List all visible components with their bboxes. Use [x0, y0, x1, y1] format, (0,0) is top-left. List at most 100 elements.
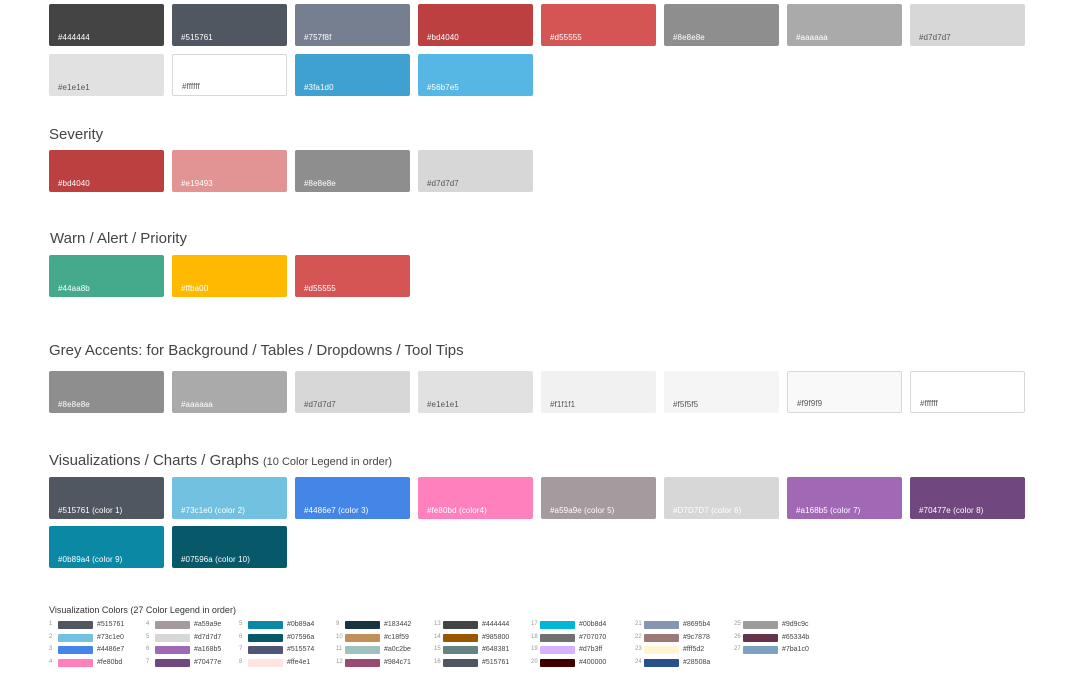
legend-hex-label: #707070: [579, 633, 607, 641]
legend-item-number: 11: [336, 646, 343, 653]
color-swatch: #515761 (color 1): [49, 477, 164, 519]
swatch-hex-label: #d55555: [304, 284, 336, 293]
legend-27-title: Visualization Colors (27 Color Legend in…: [49, 605, 236, 615]
color-swatch: #444444: [49, 4, 164, 46]
legend-hex-label: #07596a: [287, 633, 315, 641]
legend-color-chip: [540, 633, 575, 642]
legend-color-chip: [58, 659, 93, 668]
viz-subtitle: (10 Color Legend in order): [263, 456, 393, 468]
viz-swatch-row-2: #0b89a4 (color 9) #07596a (color 10): [49, 526, 287, 568]
swatch-hex-label: #aaaaaa: [181, 400, 213, 409]
legend-hex-label: #65334b: [782, 633, 810, 641]
swatch-hex-label: #D7D7D7 (color 6): [673, 506, 742, 515]
legend-hex-label: #c18f59: [384, 633, 409, 641]
legend-item-number: 8: [239, 659, 243, 666]
legend-color-chip: [248, 621, 283, 629]
color-swatch: #f1f1f1: [541, 371, 656, 413]
legend-color-chip: [644, 633, 679, 642]
swatch-hex-label: #56b7e5: [427, 83, 459, 92]
legend-hex-label: #0b89a4: [287, 621, 315, 628]
color-swatch: #0b89a4 (color 9): [49, 526, 164, 568]
color-swatch: #f9f9f9: [787, 371, 902, 413]
legend-item-number: 7: [146, 659, 150, 666]
color-swatch: #e1e1e1: [418, 371, 533, 413]
legend-item-number: 25: [734, 621, 741, 627]
legend-hex-label: #a59a9e: [194, 621, 222, 628]
legend-color-chip: [58, 633, 93, 642]
color-swatch: #e1e1e1: [49, 54, 164, 96]
legend-hex-label: #8695b4: [683, 621, 711, 628]
legend-item-number: 4: [49, 659, 53, 666]
legend-hex-label: #984c71: [384, 659, 411, 667]
swatch-hex-label: #aaaaaa: [796, 33, 828, 42]
color-swatch: #D7D7D7 (color 6): [664, 477, 779, 519]
legend-color-chip: [443, 633, 478, 642]
legend-color-chip: [540, 621, 575, 629]
swatch-hex-label: #f1f1f1: [550, 400, 576, 409]
legend-item-number: 13: [434, 621, 441, 627]
color-swatch: #aaaaaa: [172, 371, 287, 413]
legend-item-number: 24: [635, 659, 642, 666]
legend-hex-label: #a168b5: [194, 646, 222, 654]
legend-color-chip: [248, 646, 283, 655]
swatch-hex-label: #d7d7d7: [304, 400, 336, 409]
legend-item-number: 27: [734, 646, 741, 653]
legend-item-number: 5: [146, 633, 150, 640]
swatch-hex-label: #ffffff: [920, 399, 938, 408]
swatch-hex-label: #8e8e8e: [304, 179, 336, 188]
color-swatch: #70477e (color 8): [910, 477, 1025, 519]
swatch-hex-label: #bd4040: [427, 33, 459, 42]
swatch-hex-label: #f5f5f5: [673, 400, 699, 409]
swatch-hex-label: #e1e1e1: [427, 400, 459, 409]
legend-item-number: 1: [49, 621, 53, 627]
legend-item-number: 14: [434, 633, 441, 640]
color-swatch: #515761: [172, 4, 287, 46]
legend-item-number: 6: [239, 633, 243, 640]
color-swatch: #a168b5 (color 7): [787, 477, 902, 519]
swatch-hex-label: #515761: [181, 33, 213, 42]
swatch-hex-label: #73c1e0 (color 2): [181, 506, 245, 515]
grey-accents-title: Grey Accents: for Background / Tables / …: [49, 342, 464, 359]
legend-item-number: 26: [734, 633, 741, 640]
warn-title: Warn / Alert / Priority: [50, 230, 187, 247]
color-swatch: #ffba00: [172, 255, 287, 297]
legend-item-number: 19: [531, 646, 538, 653]
color-swatch: #44aa8b: [49, 255, 164, 297]
color-swatch: #8e8e8e: [664, 4, 779, 46]
swatch-hex-label: #8e8e8e: [58, 400, 90, 409]
legend-hex-label: #d7b3ff: [579, 646, 603, 654]
swatch-hex-label: #0b89a4 (color 9): [58, 555, 123, 564]
legend-item-number: 20: [531, 659, 538, 666]
legend-item-number: 16: [434, 659, 441, 666]
palette-row-1: #444444 #515761 #757f8f #bd4040 #d55555 #8e8e…: [49, 4, 1025, 46]
legend-color-chip: [540, 659, 575, 668]
color-swatch: #bd4040: [418, 4, 533, 46]
legend-hex-label: #70477e: [194, 659, 222, 667]
legend-color-chip: [443, 621, 478, 629]
legend-hex-label: #400000: [579, 659, 607, 667]
color-swatch: #56b7e5: [418, 54, 533, 96]
legend-hex-label: #73c1e0: [97, 633, 124, 641]
legend-item-number: 12: [336, 659, 343, 666]
legend-hex-label: #444444: [482, 621, 510, 628]
swatch-hex-label: #44aa8b: [58, 284, 90, 293]
legend-item-number: 10: [336, 633, 343, 640]
legend-item-number: 3: [49, 646, 53, 653]
legend-item-number: 5: [239, 621, 243, 627]
legend-item-number: 21: [635, 621, 642, 627]
legend-hex-label: #7ba1c0: [782, 646, 809, 654]
color-swatch: #07596a (color 10): [172, 526, 287, 568]
swatch-hex-label: #f9f9f9: [797, 399, 823, 408]
legend-color-chip: [443, 646, 478, 655]
swatch-hex-label: #a168b5 (color 7): [796, 506, 861, 515]
swatch-hex-label: #ffba00: [181, 284, 209, 293]
legend-item-number: 15: [434, 646, 441, 653]
swatch-hex-label: #d7d7d7: [427, 179, 459, 188]
legend-color-chip: [345, 659, 380, 668]
severity-title: Severity: [49, 126, 104, 143]
grey-swatch-row: #8e8e8e #aaaaaa #d7d7d7 #e1e1e1 #f1f1f1 #f5f5…: [49, 371, 1025, 413]
swatch-hex-label: #07596a (color 10): [181, 555, 250, 564]
legend-item-number: 22: [635, 633, 642, 640]
color-swatch: #aaaaaa: [787, 4, 902, 46]
color-swatch: #fe80bd (color4): [418, 477, 533, 519]
